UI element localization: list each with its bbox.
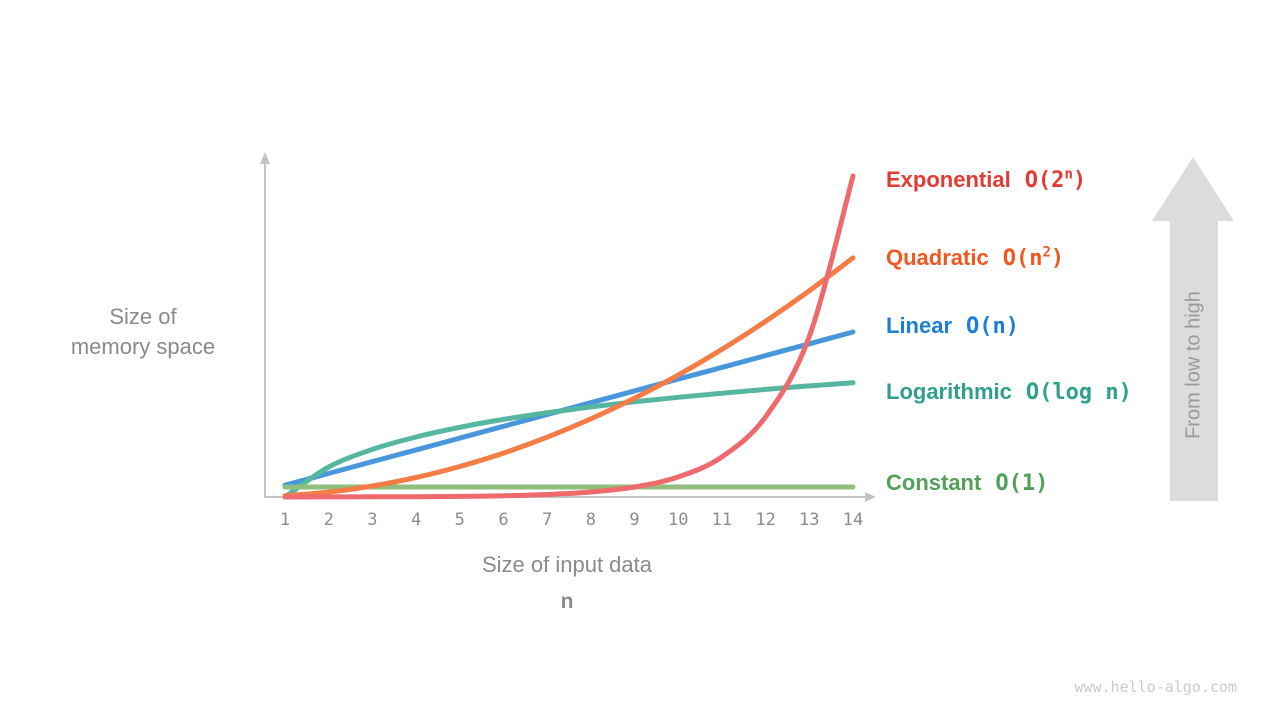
x-axis-label: Size of input data — [481, 552, 652, 577]
legend-item-exponential: Exponential O(2n) — [886, 167, 1086, 194]
x-tick-label-5: 5 — [454, 510, 465, 530]
legend-formula: O(n) — [966, 314, 1020, 339]
quadratic-curve — [282, 255, 856, 499]
legend-item-constant: Constant O(1) — [886, 470, 1048, 497]
curves-group — [282, 173, 856, 500]
x-tick-label-1: 1 — [279, 510, 291, 530]
x-tick-label-4: 4 — [410, 510, 422, 530]
x-tick-label-6: 6 — [498, 510, 509, 530]
legend-item-logarithmic: Logarithmic O(log n) — [886, 379, 1132, 406]
logarithmic-curve — [282, 380, 856, 500]
y-axis-label-line1: Size of — [109, 304, 177, 329]
legend-formula: O(2n) — [1024, 166, 1087, 193]
legend-formula: O(1) — [995, 471, 1049, 496]
low-to-high-label: From low to high — [1182, 291, 1205, 439]
y-axis-arrowhead — [260, 152, 270, 164]
x-tick-label-7: 7 — [542, 510, 553, 530]
legend-formula: O(n2) — [1002, 244, 1065, 271]
y-axis-label-line2: memory space — [70, 334, 216, 359]
x-tick-label-11: 11 — [711, 510, 733, 530]
legend-label: Logarithmic — [886, 379, 1012, 404]
x-tick-label-10: 10 — [667, 510, 689, 530]
legend-item-quadratic: Quadratic O(n2) — [886, 245, 1064, 272]
legend-item-linear: Linear O(n) — [886, 313, 1019, 340]
x-tick-label-2: 2 — [323, 510, 334, 530]
x-tick-label-13: 13 — [799, 510, 820, 530]
x-axis-symbol: n — [560, 590, 574, 613]
x-tick-label-8: 8 — [585, 510, 596, 530]
x-tick-label-9: 9 — [629, 510, 640, 530]
legend-label: Linear — [886, 313, 953, 338]
y-axis-label: Size of memory space — [33, 302, 253, 362]
watermark: www.hello-algo.com — [1074, 678, 1237, 696]
x-axis-arrowhead — [865, 492, 876, 502]
legend-label: Exponential — [886, 167, 1011, 192]
legend-label: Quadratic — [886, 245, 989, 270]
x-tick-label-3: 3 — [367, 510, 378, 530]
exponential-curve — [282, 173, 856, 500]
legend-label: Constant — [886, 470, 982, 495]
x-tick-label-14: 14 — [842, 510, 864, 530]
low-to-high-arrow — [1152, 157, 1234, 501]
legend-formula: O(log n) — [1025, 380, 1132, 405]
x-tick-label-12: 12 — [755, 510, 776, 530]
